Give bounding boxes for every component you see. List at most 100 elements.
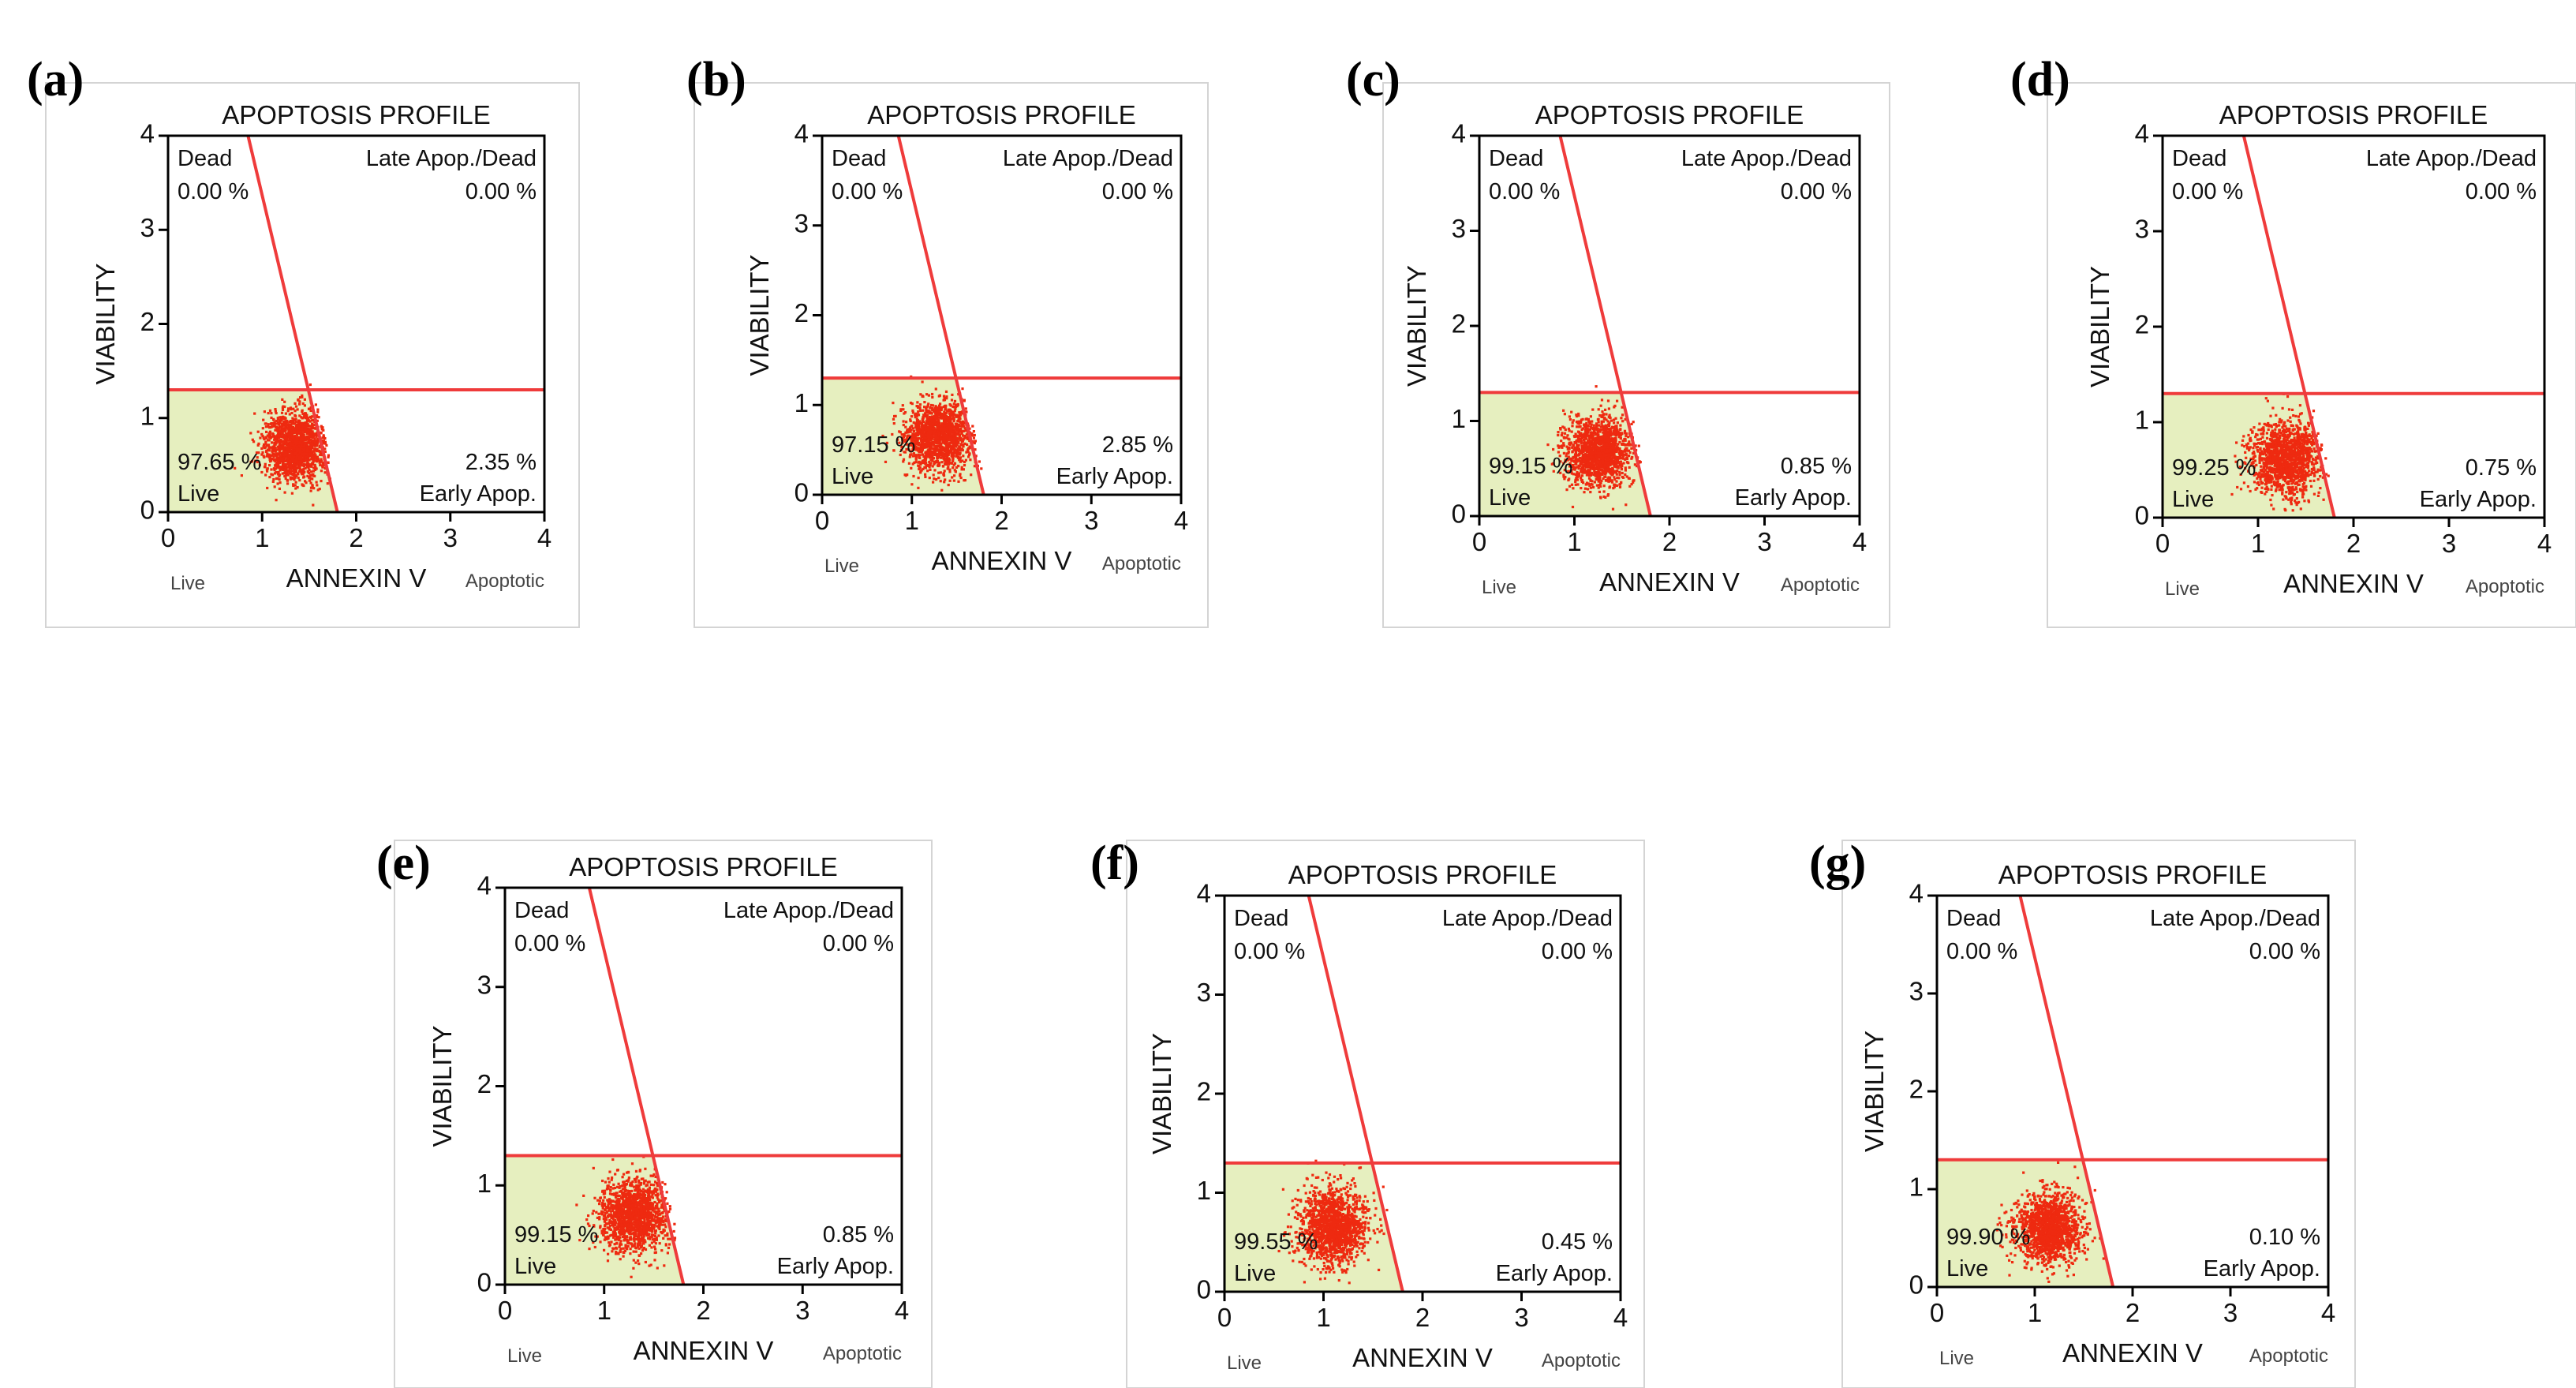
event-dot [904, 431, 907, 434]
event-dot [267, 412, 270, 415]
event-dot [293, 450, 296, 454]
event-dot [2300, 439, 2303, 442]
event-dot [1619, 436, 1622, 440]
event-dot [1568, 429, 1571, 432]
event-dot [912, 474, 915, 478]
event-dot [1623, 453, 1626, 456]
event-dot [1598, 484, 1602, 487]
event-dot [312, 458, 316, 461]
event-dot [2256, 441, 2260, 445]
event-dot [909, 450, 912, 453]
event-dot [1584, 444, 1587, 447]
event-dot [301, 394, 304, 397]
event-dot [2290, 408, 2294, 411]
event-dot [257, 442, 260, 445]
event-dot [919, 422, 922, 425]
event-dot [901, 441, 904, 444]
event-dot [934, 413, 937, 417]
event-dot [314, 403, 317, 406]
event-dot [1595, 462, 1598, 465]
event-dot [1596, 449, 1599, 452]
event-dot [2307, 462, 2310, 465]
event-dot [1632, 451, 1636, 455]
event-dot [273, 453, 276, 456]
event-dot [1597, 486, 1600, 489]
event-dot [1606, 468, 1610, 471]
event-dot [266, 454, 270, 457]
event-dot [936, 455, 939, 458]
event-dot [930, 412, 933, 415]
event-dot [1598, 478, 1602, 481]
event-dot [953, 413, 956, 416]
event-dot [299, 470, 302, 473]
event-dot [318, 450, 321, 453]
panel-frame [1382, 82, 1890, 628]
event-dot [1615, 484, 1619, 487]
event-dot [1570, 472, 1573, 475]
event-dot [1620, 468, 1623, 471]
event-dot [272, 477, 275, 481]
event-dot [1612, 430, 1615, 433]
event-dot [949, 419, 952, 422]
event-dot [327, 461, 330, 464]
event-dot [290, 423, 293, 427]
event-dot [301, 425, 305, 428]
event-dot [1616, 421, 1619, 425]
event-dot [1605, 479, 1608, 482]
event-dot [936, 426, 939, 429]
event-dot [941, 455, 944, 458]
event-dot [964, 407, 967, 410]
event-dot [946, 410, 949, 413]
event-dot [1604, 471, 1607, 474]
event-dot [1572, 455, 1575, 459]
event-dot [2278, 428, 2281, 432]
event-dot [923, 439, 926, 442]
event-dot [949, 447, 952, 451]
event-dot [1612, 454, 1615, 457]
event-dot [974, 448, 977, 451]
event-dot [283, 471, 286, 474]
x-tick-label: 3 [1757, 527, 1771, 556]
event-dot [320, 454, 323, 457]
event-dot [1591, 453, 1594, 456]
event-dot [307, 466, 310, 470]
event-dot [1614, 436, 1617, 440]
event-dot [308, 441, 312, 444]
event-dot [912, 452, 915, 455]
event-dot [273, 424, 276, 427]
event-dot [1617, 443, 1620, 446]
event-dot [1620, 481, 1623, 484]
event-dot [1609, 455, 1612, 458]
event-dot [941, 446, 944, 449]
event-dot [955, 413, 958, 417]
event-dot [1625, 443, 1628, 447]
event-dot [1608, 453, 1612, 456]
event-dot [1575, 447, 1578, 451]
event-dot [1611, 507, 1615, 511]
event-dot [944, 478, 947, 481]
event-dot [1613, 426, 1616, 429]
event-dot [964, 436, 967, 440]
event-dot [914, 413, 917, 417]
event-dot [1589, 467, 1592, 470]
event-dot [1594, 433, 1597, 436]
event-dot [1590, 459, 1593, 463]
event-dot [1572, 487, 1575, 490]
quadrant-dead-label: Dead [1489, 146, 1543, 171]
event-dot [270, 425, 274, 428]
event-dot [2256, 475, 2260, 478]
event-dot [305, 465, 309, 468]
event-dot [1613, 404, 1617, 407]
event-dot [322, 464, 325, 467]
event-dot [1584, 431, 1587, 434]
event-dot [948, 421, 951, 424]
event-dot [933, 477, 936, 481]
event-dot [960, 410, 963, 413]
event-dot [944, 418, 948, 421]
event-dot [1591, 420, 1594, 423]
event-dot [919, 470, 922, 473]
event-dot [1597, 440, 1600, 443]
event-dot [963, 436, 966, 440]
event-dot [921, 380, 924, 383]
